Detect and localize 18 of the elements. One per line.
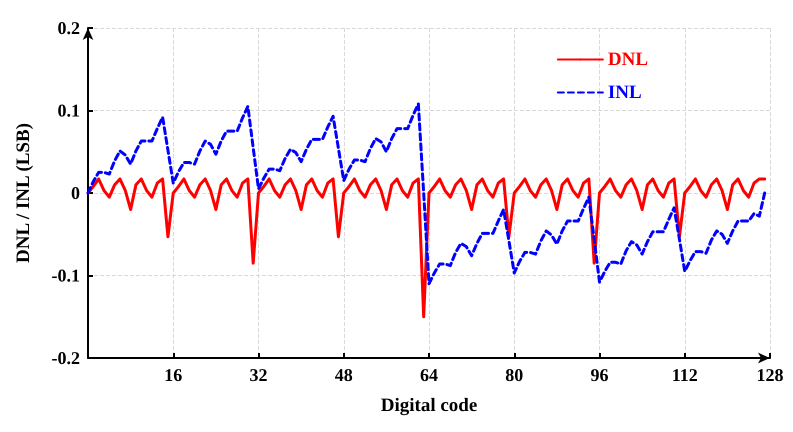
legend-label: INL [608, 82, 642, 103]
y-tick-label: -0.2 [52, 348, 80, 368]
x-tick-label: 80 [505, 365, 524, 385]
y-tick-label: 0 [71, 183, 80, 203]
y-tick-label: -0.1 [52, 266, 80, 286]
x-tick-label: 64 [420, 365, 438, 385]
x-tick-label: 96 [590, 365, 608, 385]
x-tick-label: 112 [672, 365, 698, 385]
line-series [86, 102, 766, 286]
legend-label: DNL [608, 49, 648, 70]
x-tick-label: 48 [334, 365, 353, 385]
y-tick-label: 0.1 [58, 100, 80, 120]
x-axis-title: Digital code [380, 395, 478, 416]
x-tick-label: 128 [756, 365, 784, 385]
x-tick-label: 32 [250, 365, 268, 385]
y-tick-label: 0.2 [58, 18, 80, 38]
x-tick-label: 16 [164, 365, 182, 385]
y-axis-title: DNL / INL (LSB) [13, 123, 34, 263]
